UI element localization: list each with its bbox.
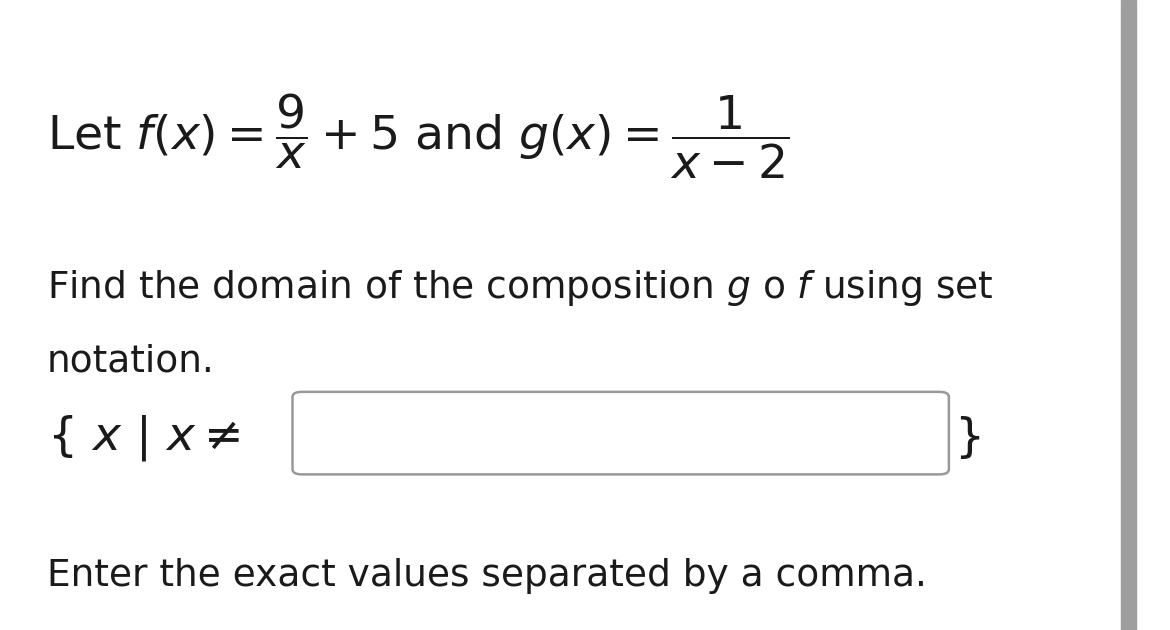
Text: notation.: notation. bbox=[47, 343, 214, 379]
Text: $\}$: $\}$ bbox=[954, 415, 979, 461]
Text: Enter the exact values separated by a comma.: Enter the exact values separated by a co… bbox=[47, 558, 927, 593]
Text: $\{$ $x$ $|$ $x \neq$: $\{$ $x$ $|$ $x \neq$ bbox=[47, 413, 240, 463]
Text: Let $f(x) = \dfrac{9}{x} + 5$ and $g(x) = \dfrac{1}{x-2}$: Let $f(x) = \dfrac{9}{x} + 5$ and $g(x) … bbox=[47, 91, 789, 181]
Bar bbox=[1121, 0, 1136, 630]
FancyBboxPatch shape bbox=[292, 392, 949, 474]
Text: Find the domain of the composition $g$ o $f$ using set: Find the domain of the composition $g$ o… bbox=[47, 268, 993, 307]
